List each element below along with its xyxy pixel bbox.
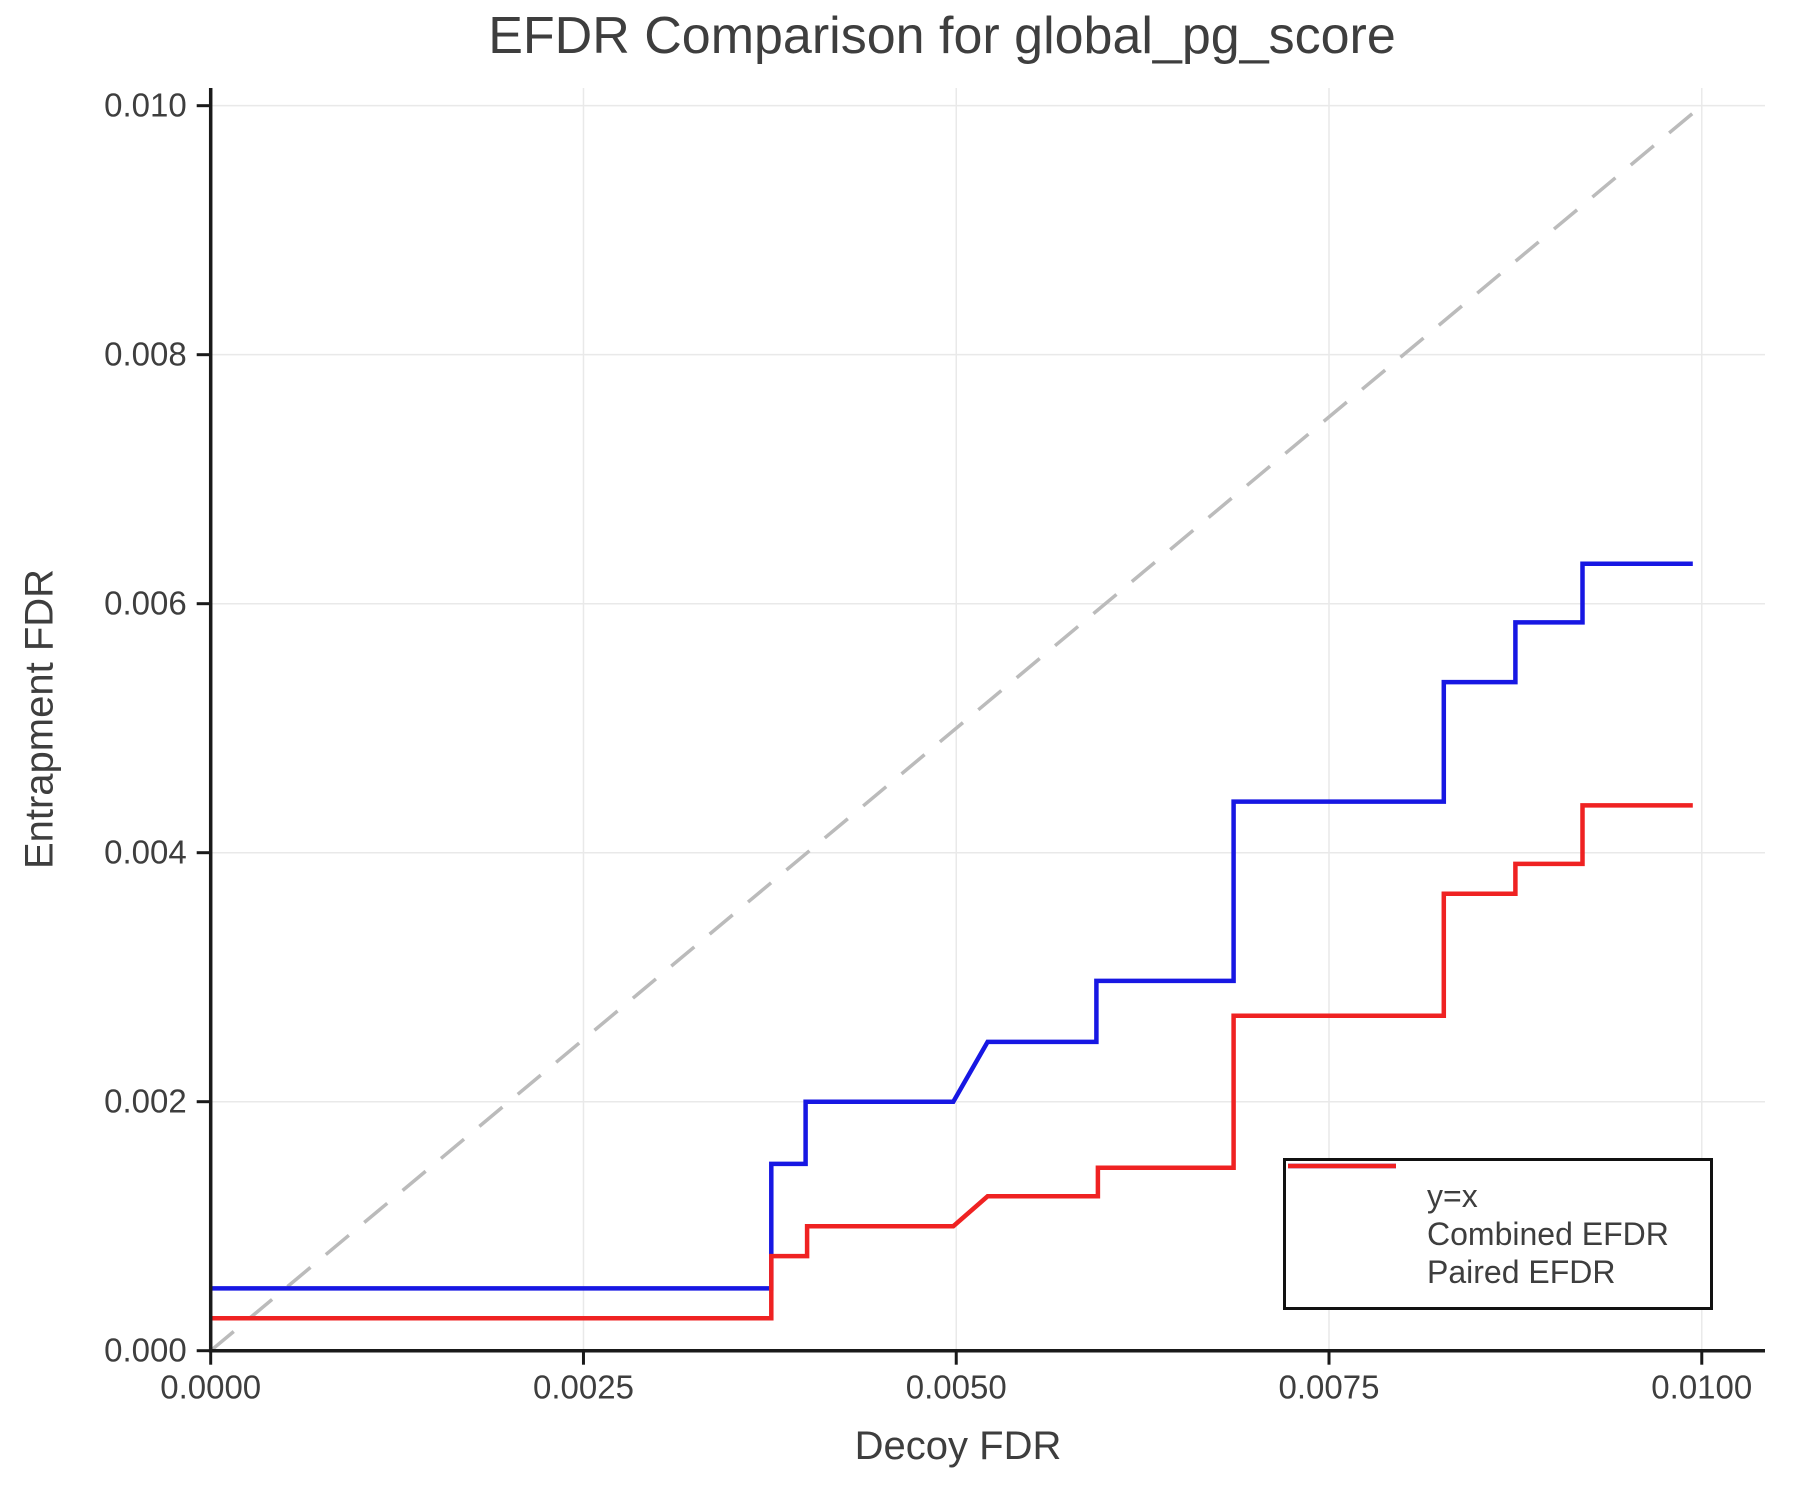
- y-axis-label: Entrapment FDR: [17, 568, 62, 870]
- combined-efdr-swatch: [1288, 1163, 1413, 1239]
- paired-efdr-line: [210, 803, 1693, 1321]
- y-tick-label: 0.002: [104, 1083, 187, 1120]
- legend-label: Combined EFDR: [1427, 1216, 1669, 1252]
- combined-efdr-line: [210, 561, 1693, 1291]
- y-x-swatch: [1288, 1164, 1413, 1201]
- legend-label: y=x: [1427, 1178, 1478, 1214]
- legend-item-paired-efdr: Paired EFDR: [1288, 1163, 1710, 1291]
- y-tick-label: 0.004: [104, 834, 187, 871]
- y-tick-label: 0.010: [104, 87, 187, 124]
- legend-item-y-x: y=x: [1288, 1164, 1710, 1215]
- x-tick-label: 0.0000: [160, 1369, 261, 1406]
- legend-label: Paired EFDR: [1427, 1254, 1616, 1290]
- x-tick-label: 0.0025: [533, 1369, 634, 1406]
- paired-efdr-swatch: [1288, 1163, 1413, 1277]
- x-tick-label: 0.0100: [1651, 1369, 1752, 1406]
- chart-title: EFDR Comparison for global_pg_score: [488, 7, 1396, 65]
- legend-item-combined-efdr: Combined EFDR: [1288, 1163, 1710, 1253]
- y-x-line: [209, 104, 1703, 1353]
- y-tick-label: 0.006: [104, 585, 187, 622]
- y-tick-label: 0.008: [104, 336, 187, 373]
- x-tick-label: 0.0075: [1279, 1369, 1380, 1406]
- x-axis-label: Decoy FDR: [854, 1424, 1062, 1468]
- y-tick-label: 0.000: [104, 1332, 187, 1369]
- x-tick-label: 0.0050: [906, 1369, 1007, 1406]
- legend: y=x Combined EFDR Paired EFDR: [1283, 1158, 1713, 1310]
